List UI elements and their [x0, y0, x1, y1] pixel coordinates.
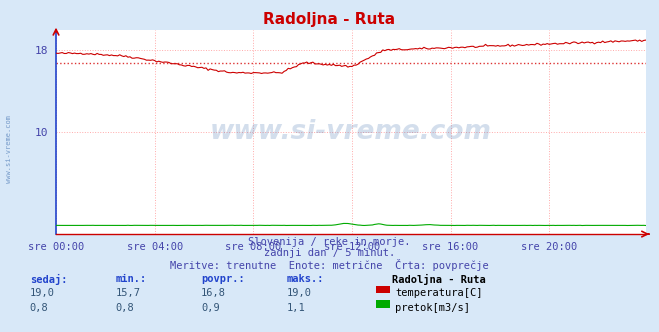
Text: 19,0: 19,0 — [30, 288, 55, 298]
Text: www.si-vreme.com: www.si-vreme.com — [5, 116, 12, 183]
Text: Slovenija / reke in morje.: Slovenija / reke in morje. — [248, 237, 411, 247]
Text: pretok[m3/s]: pretok[m3/s] — [395, 303, 471, 313]
Text: zadnji dan / 5 minut.: zadnji dan / 5 minut. — [264, 248, 395, 258]
Text: 1,1: 1,1 — [287, 303, 305, 313]
Text: Meritve: trenutne  Enote: metrične  Črta: povprečje: Meritve: trenutne Enote: metrične Črta: … — [170, 259, 489, 271]
Text: sedaj:: sedaj: — [30, 274, 67, 285]
Text: Radoljna - Ruta: Radoljna - Ruta — [264, 12, 395, 27]
Text: 0,9: 0,9 — [201, 303, 219, 313]
Text: 0,8: 0,8 — [115, 303, 134, 313]
Text: maks.:: maks.: — [287, 274, 324, 284]
Text: temperatura[C]: temperatura[C] — [395, 288, 483, 298]
Text: 16,8: 16,8 — [201, 288, 226, 298]
Text: Radoljna - Ruta: Radoljna - Ruta — [392, 274, 486, 285]
Text: 19,0: 19,0 — [287, 288, 312, 298]
Text: 0,8: 0,8 — [30, 303, 48, 313]
Text: 15,7: 15,7 — [115, 288, 140, 298]
Text: min.:: min.: — [115, 274, 146, 284]
Text: povpr.:: povpr.: — [201, 274, 244, 284]
Text: www.si-vreme.com: www.si-vreme.com — [210, 119, 492, 145]
